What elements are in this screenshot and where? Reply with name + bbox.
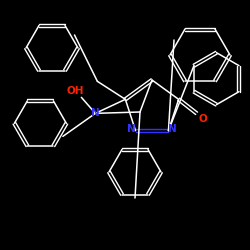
Text: O: O — [198, 114, 207, 124]
Text: OH: OH — [66, 86, 84, 96]
Text: N: N — [127, 124, 136, 134]
Text: N: N — [168, 124, 177, 134]
Text: N: N — [91, 108, 100, 118]
